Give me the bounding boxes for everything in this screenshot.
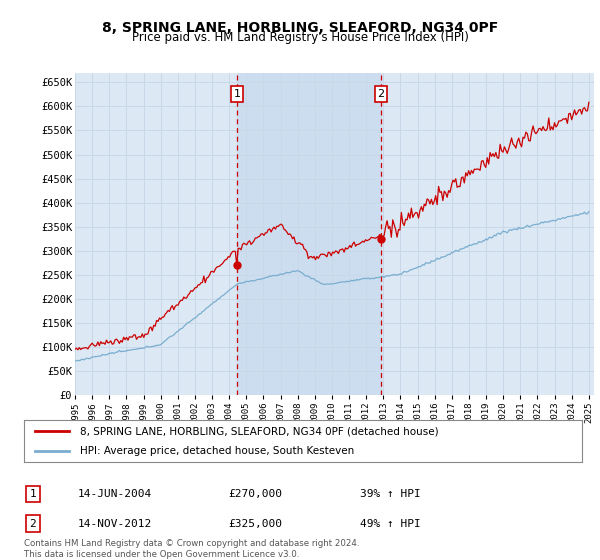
Text: 2: 2 <box>377 88 385 99</box>
Text: Contains HM Land Registry data © Crown copyright and database right 2024.
This d: Contains HM Land Registry data © Crown c… <box>24 539 359 559</box>
Text: 14-JUN-2004: 14-JUN-2004 <box>78 489 152 499</box>
Text: 8, SPRING LANE, HORBLING, SLEAFORD, NG34 0PF: 8, SPRING LANE, HORBLING, SLEAFORD, NG34… <box>102 21 498 35</box>
Text: Price paid vs. HM Land Registry's House Price Index (HPI): Price paid vs. HM Land Registry's House … <box>131 31 469 44</box>
Text: 8, SPRING LANE, HORBLING, SLEAFORD, NG34 0PF (detached house): 8, SPRING LANE, HORBLING, SLEAFORD, NG34… <box>80 426 439 436</box>
Text: 1: 1 <box>29 489 37 499</box>
Text: £270,000: £270,000 <box>228 489 282 499</box>
Text: 14-NOV-2012: 14-NOV-2012 <box>78 519 152 529</box>
Text: HPI: Average price, detached house, South Kesteven: HPI: Average price, detached house, Sout… <box>80 446 354 456</box>
Text: 2: 2 <box>29 519 37 529</box>
Bar <box>237 73 381 395</box>
Text: 1: 1 <box>233 88 241 99</box>
Text: 49% ↑ HPI: 49% ↑ HPI <box>360 519 421 529</box>
Text: 39% ↑ HPI: 39% ↑ HPI <box>360 489 421 499</box>
Text: £325,000: £325,000 <box>228 519 282 529</box>
